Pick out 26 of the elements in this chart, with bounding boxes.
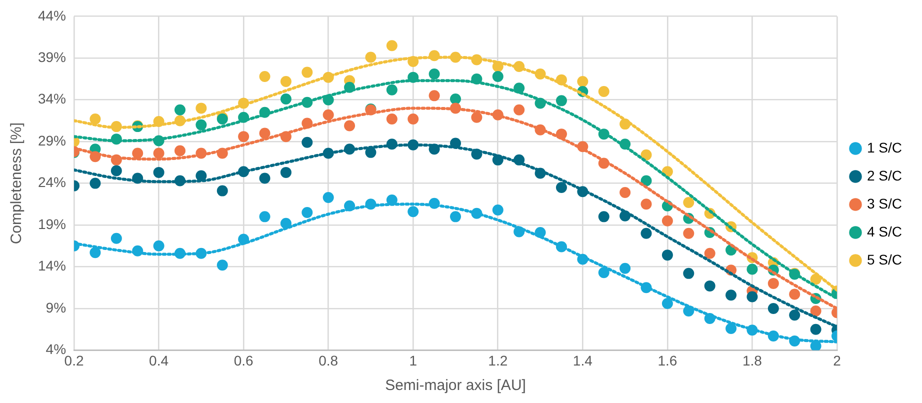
x-tick-label: 1.4: [572, 352, 593, 368]
x-tick-label: 2: [833, 352, 842, 368]
x-tick-label: 1.8: [742, 352, 762, 368]
x-tick-label: 1.6: [658, 352, 678, 368]
x-tick-label: 1.2: [488, 352, 508, 368]
y-tick-label: 44%: [38, 7, 66, 24]
y-tick-label: 19%: [38, 216, 66, 232]
y-tick-label: 24%: [38, 174, 66, 190]
y-axis-title: Completeness [%]: [8, 122, 26, 244]
y-tick-label: 29%: [38, 132, 66, 148]
legend-label: 2 S/C: [866, 167, 902, 184]
x-axis-title: Semi-major axis [AU]: [385, 377, 526, 394]
x-tick-label: 0.8: [318, 352, 338, 368]
legend-label: 4 S/C: [866, 223, 902, 240]
legend-label: 5 S/C: [866, 251, 902, 268]
x-tick-label: 0.2: [64, 352, 84, 368]
y-tick-label: 4%: [46, 341, 66, 358]
y-tick-label: 9%: [46, 299, 66, 316]
x-tick-label: 1: [409, 352, 418, 368]
x-tick-label: 0.6: [234, 352, 254, 368]
x-tick-label: 0.4: [149, 352, 169, 368]
legend-label: 3 S/C: [866, 195, 902, 212]
y-tick-label: 39%: [38, 48, 66, 65]
legend-label: 1 S/C: [866, 139, 902, 156]
y-tick-label: 34%: [38, 90, 66, 107]
y-tick-label: 14%: [38, 258, 66, 274]
